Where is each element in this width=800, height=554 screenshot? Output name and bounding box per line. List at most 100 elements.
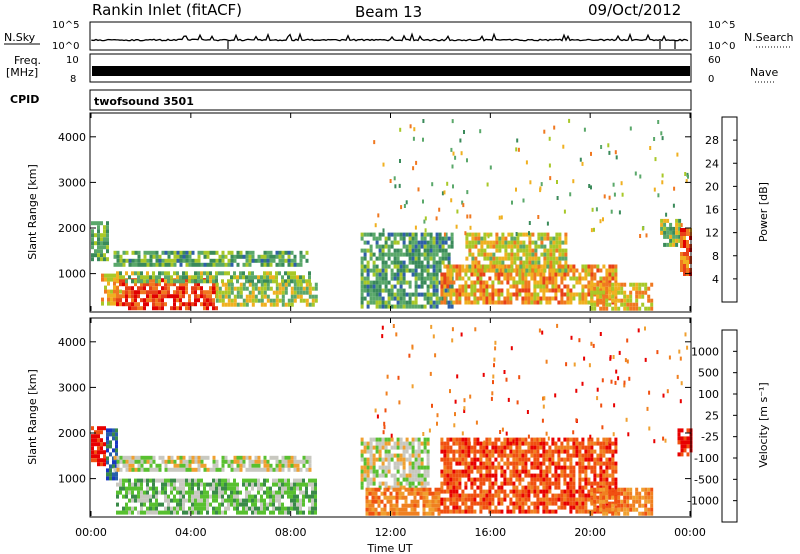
heatmap-cell: [384, 240, 388, 245]
heatmap-cell: [245, 298, 249, 303]
heatmap-cell: [197, 490, 200, 495]
heatmap-cell: [513, 256, 517, 261]
heatmap-cell: [551, 437, 555, 442]
heatmap-cell: [678, 234, 682, 239]
heatmap-cell: [498, 264, 502, 269]
heatmap-cell: [275, 290, 279, 295]
heatmap-cell: [623, 499, 627, 504]
heatmap-cell: [443, 477, 447, 482]
heatmap-cell: [269, 286, 273, 291]
heatmap-cell: [572, 276, 576, 281]
heatmap-cell: [458, 288, 462, 293]
heatmap-cell: [464, 473, 468, 478]
heatmap-cell: [575, 268, 579, 273]
heatmap-cell: [366, 469, 370, 474]
heatmap-cell: [203, 506, 206, 511]
heatmap-cell: [449, 509, 453, 514]
heatmap-cell: [521, 453, 525, 458]
heatmap-cell: [134, 486, 137, 491]
heatmap-cell: [492, 244, 496, 249]
scatter-echo: [382, 228, 385, 233]
heatmap-cell: [435, 268, 439, 273]
heatmap-cell: [563, 461, 567, 466]
heatmap-cell: [485, 457, 489, 462]
heatmap-cell: [495, 256, 499, 261]
heatmap-cell: [584, 264, 588, 269]
heatmap-cell: [602, 280, 606, 285]
heatmap-cell: [278, 510, 281, 515]
heatmap-cell: [263, 258, 267, 263]
heatmap-cell: [611, 461, 615, 466]
heatmap-cell: [152, 302, 155, 307]
heatmap-cell: [470, 284, 474, 289]
heatmap-cell: [381, 256, 385, 261]
heatmap-cell: [146, 459, 150, 464]
heatmap-cell: [539, 469, 543, 474]
heatmap-cell: [109, 440, 112, 445]
heatmap-cell: [182, 282, 185, 287]
heatmap-cell: [500, 457, 504, 462]
heatmap-cell: [91, 426, 94, 431]
heatmap-cell: [302, 279, 305, 284]
heatmap-cell: [593, 473, 597, 478]
heatmap-cell: [530, 473, 534, 478]
scatter-echo: [623, 383, 626, 388]
heatmap-cell: [233, 275, 236, 280]
heatmap-cell: [548, 481, 552, 486]
heatmap-cell: [230, 282, 234, 287]
heatmap-cell: [115, 432, 118, 437]
heatmap-cell: [596, 481, 600, 486]
heatmap-cell: [537, 268, 541, 273]
heatmap-cell: [209, 494, 212, 499]
heatmap-cell: [101, 277, 104, 282]
heatmap-cell: [623, 487, 627, 492]
heatmap-cell: [179, 306, 182, 311]
heatmap-cell: [623, 282, 627, 287]
heatmap-cell: [416, 491, 420, 496]
heatmap-cell: [143, 275, 146, 280]
heatmap-cell: [239, 275, 242, 280]
heatmap-cell: [296, 506, 299, 511]
heatmap-cell: [494, 276, 498, 281]
heatmap-cell: [128, 286, 131, 291]
heatmap-cell: [500, 292, 504, 297]
heatmap-cell: [495, 248, 499, 253]
heatmap-cell: [435, 248, 439, 253]
heatmap-cell: [530, 465, 534, 470]
heatmap-cell: [405, 304, 409, 309]
scatter-echo: [381, 334, 384, 339]
scatter-echo: [453, 423, 456, 428]
scatter-echo: [546, 221, 549, 226]
heatmap-cell: [486, 256, 490, 261]
heatmap-cell: [512, 481, 516, 486]
heatmap-cell: [161, 258, 165, 263]
heatmap-cell: [375, 240, 379, 245]
heatmap-cell: [131, 290, 134, 295]
heatmap-cell: [614, 290, 618, 295]
heatmap-cell: [449, 264, 453, 269]
heatmap-cell: [245, 275, 248, 280]
heatmap-cell: [569, 493, 573, 498]
scatter-echo: [466, 158, 468, 163]
heatmap-cell: [482, 477, 486, 482]
heatmap-cell: [212, 298, 215, 303]
scatter-echo: [539, 186, 542, 191]
heatmap-cell: [569, 501, 573, 506]
heatmap-cell: [500, 272, 504, 277]
heatmap-cell: [521, 284, 525, 289]
heatmap-cell: [572, 473, 576, 478]
heatmap-cell: [527, 509, 531, 514]
heatmap-cell: [233, 271, 236, 276]
heatmap-cell: [296, 478, 299, 483]
heatmap-cell: [116, 279, 119, 284]
scatter-echo: [382, 430, 385, 435]
heatmap-cell: [122, 278, 125, 283]
heatmap-cell: [465, 236, 469, 241]
heatmap-cell: [152, 502, 155, 507]
heatmap-cell: [461, 449, 465, 454]
heatmap-cell: [446, 292, 450, 297]
heatmap-cell: [569, 505, 573, 510]
heatmap-cell: [518, 489, 522, 494]
colorbar-tick-label: 25: [705, 409, 719, 422]
heatmap-cell: [420, 449, 424, 454]
